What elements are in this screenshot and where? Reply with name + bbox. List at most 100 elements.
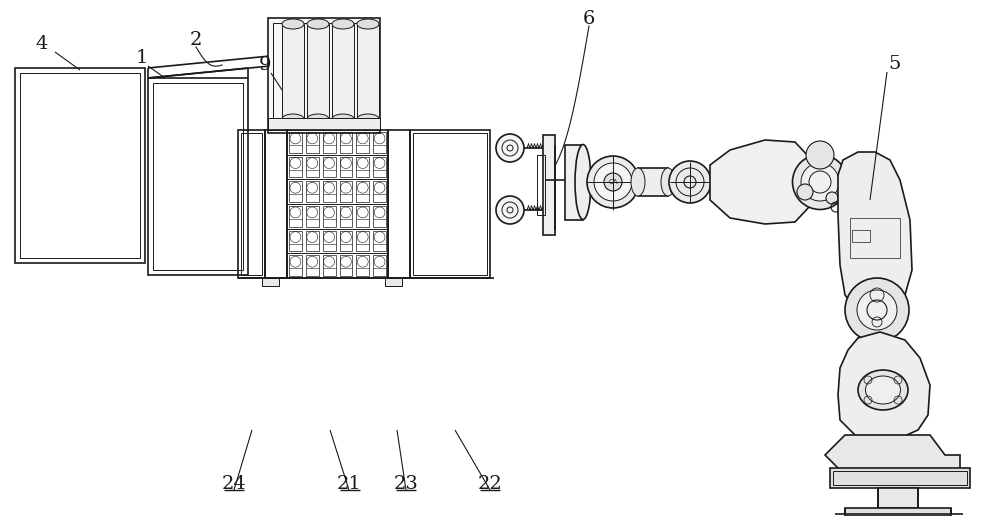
Bar [306, 181, 319, 202]
Bar [340, 132, 352, 153]
Text: 1: 1 [136, 49, 148, 67]
Bar [830, 468, 970, 488]
Bar [289, 181, 302, 202]
Ellipse shape [866, 376, 900, 404]
Text: 5: 5 [889, 55, 901, 73]
Bar [373, 132, 386, 153]
Bar [306, 255, 319, 276]
Bar [413, 133, 487, 275]
Bar [20, 73, 140, 258]
Bar [268, 118, 380, 130]
Bar [388, 130, 410, 278]
Circle shape [845, 278, 909, 342]
Ellipse shape [496, 134, 524, 162]
Bar [537, 155, 545, 215]
Bar [565, 145, 583, 220]
Bar [323, 231, 336, 251]
Bar [241, 133, 262, 275]
Ellipse shape [282, 19, 304, 29]
Bar [289, 206, 302, 227]
Bar [273, 23, 375, 128]
Bar [340, 206, 352, 227]
Bar [15, 68, 145, 263]
Bar [852, 230, 870, 242]
Text: 9: 9 [259, 56, 271, 74]
Bar [850, 218, 900, 258]
Polygon shape [710, 140, 810, 224]
Ellipse shape [594, 163, 632, 201]
Ellipse shape [604, 173, 622, 191]
Bar [543, 135, 555, 235]
Bar [356, 231, 369, 251]
Text: 2: 2 [190, 31, 202, 49]
Text: 24: 24 [222, 475, 246, 493]
Ellipse shape [661, 168, 675, 196]
Text: CA: CA [608, 179, 618, 185]
Bar [289, 255, 302, 276]
Bar [356, 132, 369, 153]
Ellipse shape [631, 168, 645, 196]
Bar [340, 231, 352, 251]
Bar [373, 157, 386, 178]
Text: 21: 21 [337, 475, 361, 493]
Bar [153, 83, 243, 270]
Bar [306, 157, 319, 178]
Bar [845, 508, 951, 516]
Polygon shape [838, 152, 912, 312]
Bar [340, 255, 352, 276]
Text: 23: 23 [394, 475, 418, 493]
Circle shape [857, 290, 897, 330]
Bar [238, 130, 265, 278]
Bar [323, 132, 336, 153]
Bar [356, 255, 369, 276]
Bar [148, 78, 248, 275]
Bar [307, 24, 329, 119]
Circle shape [806, 141, 834, 169]
Bar [340, 157, 352, 178]
Bar [373, 206, 386, 227]
Bar [282, 24, 304, 119]
Ellipse shape [587, 156, 639, 208]
Ellipse shape [332, 19, 354, 29]
Bar [833, 471, 967, 485]
Bar [323, 157, 336, 178]
Bar [306, 206, 319, 227]
Ellipse shape [307, 114, 329, 124]
Bar [289, 157, 302, 178]
Bar [323, 255, 336, 276]
Bar [340, 181, 352, 202]
Bar [289, 132, 302, 153]
Bar [373, 255, 386, 276]
Ellipse shape [332, 114, 354, 124]
Ellipse shape [307, 19, 329, 29]
Circle shape [797, 184, 813, 200]
Ellipse shape [801, 163, 839, 201]
Bar [323, 181, 336, 202]
Bar [385, 278, 402, 286]
Bar [356, 157, 369, 178]
Bar [287, 130, 388, 278]
Ellipse shape [496, 196, 524, 224]
Bar [323, 206, 336, 227]
Ellipse shape [669, 161, 711, 203]
Bar [332, 24, 354, 119]
Circle shape [826, 192, 838, 204]
Bar [306, 132, 319, 153]
Text: 22: 22 [478, 475, 502, 493]
Bar [356, 206, 369, 227]
Bar [289, 231, 302, 251]
Ellipse shape [282, 114, 304, 124]
Bar [410, 130, 490, 278]
Ellipse shape [357, 114, 379, 124]
Bar [356, 181, 369, 202]
Polygon shape [825, 435, 960, 470]
Ellipse shape [858, 370, 908, 410]
Ellipse shape [792, 154, 848, 209]
Bar [357, 24, 379, 119]
Bar [265, 130, 287, 278]
Polygon shape [838, 332, 930, 440]
Ellipse shape [575, 144, 591, 219]
Bar [262, 278, 279, 286]
Text: 4: 4 [36, 35, 48, 53]
Text: 6: 6 [583, 10, 595, 28]
